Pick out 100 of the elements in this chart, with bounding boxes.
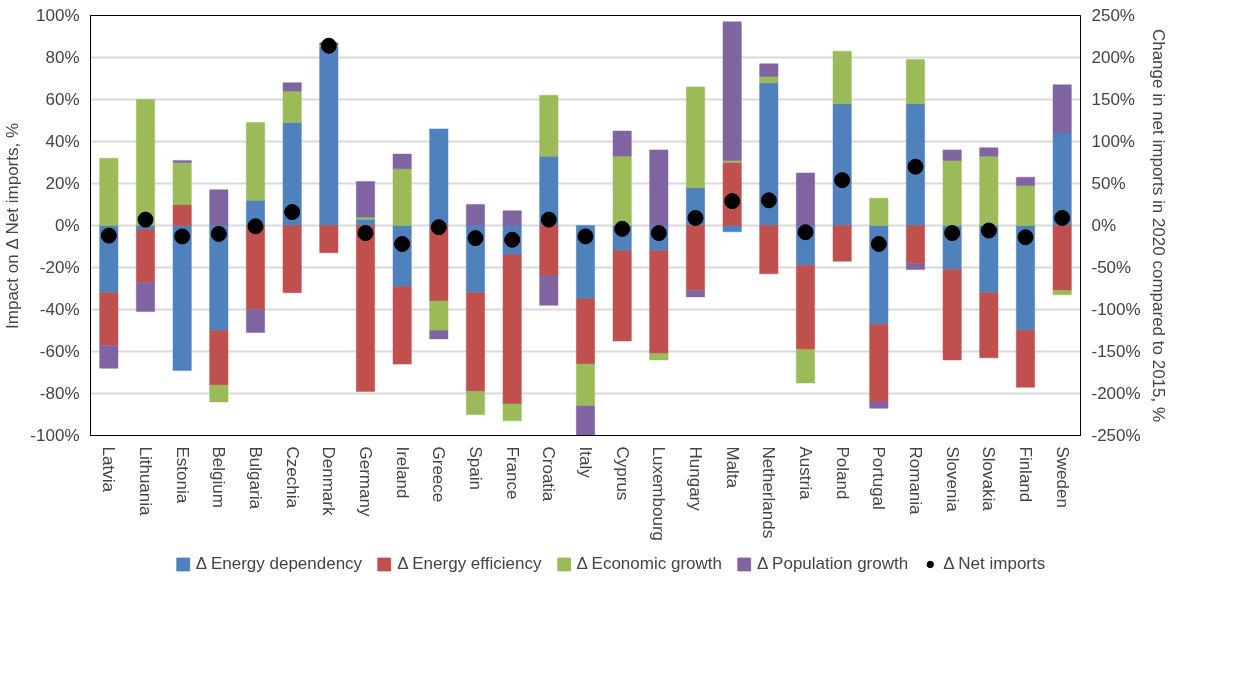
bar [722,21,742,161]
x-tick-label: Croatia [539,446,559,502]
point [944,225,961,242]
bar [906,103,925,226]
legend-label: Δ Economic growth [576,554,722,574]
bar [246,225,265,310]
bar [869,323,889,403]
x-tick-label: Malta [722,446,742,489]
bar [796,349,815,384]
x-tick-label: Slovakia [979,446,999,512]
legend-label: Δ Population growth [756,554,909,574]
x-tick-label: Czechia [282,446,302,509]
x-tick-label: Belgium [209,446,229,508]
bar [209,384,229,403]
point [687,209,704,226]
legend-label: Δ Energy efficiency [397,554,542,574]
y2-tick-label: 250% [1091,6,1135,25]
y-tick-label: 20% [45,174,80,193]
x-tick-label: Slovenia [942,446,962,513]
y-tick-label: 0% [54,216,80,235]
x-tick-label: Austria [796,446,815,500]
bar [906,59,925,104]
bar [942,269,962,361]
point [1017,229,1034,246]
bar [796,265,815,350]
x-tick-label: Hungary [686,446,705,512]
bar [1016,330,1035,388]
bar [576,298,595,365]
bar [686,290,705,298]
bar [612,155,632,226]
bar [172,225,192,371]
y-tick-label: -20% [39,258,80,277]
y2-tick-label: 100% [1091,132,1135,151]
y2-tick-label: 0% [1091,216,1117,235]
bar [576,363,595,407]
y2-axis-title: Change in net imports in 2020 compared to 2015, % [1148,28,1168,423]
point [870,235,887,252]
y2-tick-label: -200% [1091,384,1141,403]
bar [429,225,449,302]
x-tick-label: France [502,446,522,500]
y-tick-label: -100% [30,426,80,445]
bar [649,353,669,361]
x-tick-label: Ireland [392,446,412,499]
bar [282,90,302,123]
bar [246,122,265,201]
point [174,228,191,245]
bar [136,281,155,312]
legend-label: Δ Energy dependency [195,554,363,574]
bar [282,225,302,293]
bar [502,210,522,226]
bar [832,225,852,262]
x-tick-label: Finland [1016,446,1035,503]
y-tick-label: 80% [45,48,80,67]
x-tick-label: Luxembourg [649,446,669,542]
bar [1016,176,1035,186]
x-tick-label: Denmark [319,446,339,516]
y2-tick-label: -50% [1091,258,1132,277]
bar [942,160,962,226]
bar [759,63,779,77]
bar [99,158,119,226]
x-tick-label: Portugal [869,446,889,510]
y2-tick-label: 200% [1091,48,1135,67]
y-tick-label: -60% [39,342,80,361]
bar [392,286,412,365]
bar [759,82,779,226]
point [797,224,814,241]
point [357,225,374,242]
bar [209,330,229,386]
x-tick-label: Bulgaria [246,446,265,510]
bar [172,160,192,163]
bar [99,292,119,346]
point [320,37,337,54]
x-tick-label: Estonia [172,446,192,504]
bar [1052,290,1072,296]
y-tick-label: 40% [45,132,80,151]
y2-tick-label: -100% [1091,300,1141,319]
point [100,227,117,244]
bar [1052,225,1072,291]
bar [172,162,192,205]
y2-tick-label: 50% [1091,174,1126,193]
y-tick-label: 60% [45,90,80,109]
x-tick-label: Lithuania [136,446,155,517]
bar [466,204,485,226]
bar [906,263,925,270]
bar [392,153,412,170]
bar [539,225,559,277]
point [247,218,264,235]
x-tick-label: Germany [356,446,375,517]
bar [869,401,889,409]
bar [356,181,375,218]
bar [979,147,999,157]
bar [979,155,999,226]
point [394,235,411,252]
x-tick-label: Spain [466,446,485,490]
x-tick-label: Latvia [99,446,119,493]
bar [612,130,632,157]
legend-label: Δ Net imports [943,554,1046,574]
point [467,230,484,247]
y2-tick-label: 150% [1091,90,1135,109]
bar [466,391,485,415]
